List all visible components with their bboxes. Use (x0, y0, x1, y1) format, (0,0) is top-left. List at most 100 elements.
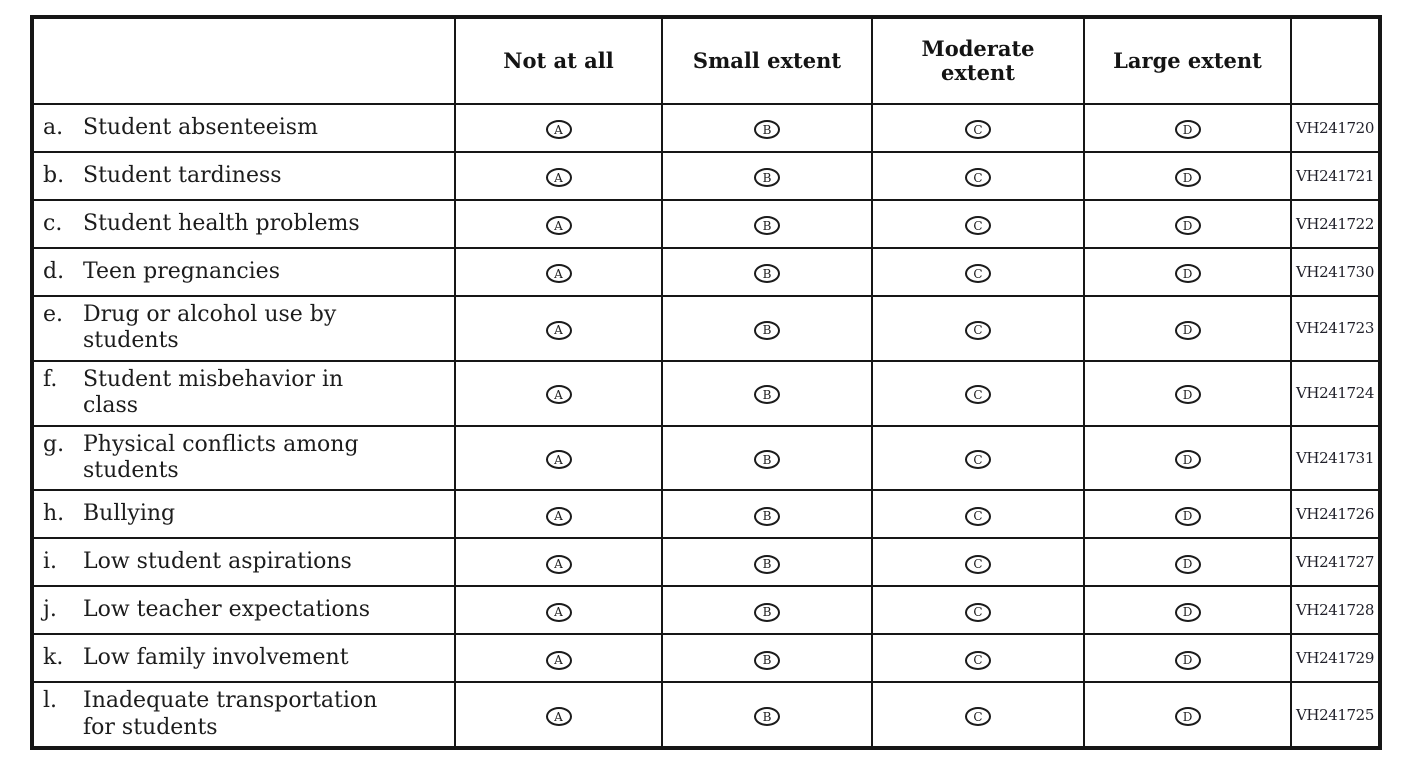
option-bubble-C[interactable]: C (965, 650, 991, 670)
option-bubble-A[interactable]: A (545, 707, 572, 727)
option-bubble-C[interactable]: C (965, 120, 991, 140)
option-cell-A: A (454, 633, 663, 684)
option-bubble-B[interactable]: B (754, 506, 780, 526)
option-bubble-D[interactable]: D (1174, 385, 1201, 405)
option-bubble-D[interactable]: D (1174, 707, 1201, 727)
option-bubble-C[interactable]: C (965, 707, 991, 727)
item-code: VH241722 (1290, 199, 1381, 249)
item-code: VH241721 (1290, 151, 1381, 201)
item-cell: j. Low teacher expectations (31, 585, 456, 636)
item-code: VH241729 (1290, 633, 1381, 684)
option-bubble-A[interactable]: A (545, 650, 572, 670)
option-cell-C: C (871, 151, 1085, 201)
option-bubble-A[interactable]: A (545, 168, 572, 188)
option-cell-D: D (1083, 359, 1292, 427)
option-bubble-A[interactable]: A (545, 506, 572, 526)
option-bubble-B[interactable]: B (754, 320, 780, 340)
option-cell-D: D (1083, 585, 1292, 636)
option-bubble-A[interactable]: A (545, 554, 572, 574)
option-bubble-C[interactable]: C (965, 385, 991, 405)
option-cell-B: B (661, 295, 873, 362)
item-cell: i. Low student aspirations (31, 537, 456, 588)
item-code: VH241720 (1290, 103, 1381, 153)
option-cell-A: A (454, 585, 663, 636)
option-bubble-D[interactable]: D (1174, 320, 1201, 340)
option-bubble-D[interactable]: D (1174, 216, 1201, 236)
option-bubble-D[interactable]: D (1174, 602, 1201, 622)
option-bubble-D[interactable]: D (1174, 506, 1201, 526)
option-bubble-D[interactable]: D (1174, 168, 1201, 188)
option-cell-C: C (871, 247, 1085, 297)
item-label: Student absenteeism (83, 114, 318, 140)
item-letter: f. (43, 366, 58, 392)
item-cell: l. Inadequate transportation for students (31, 681, 456, 750)
item-code: VH241731 (1290, 424, 1381, 492)
option-bubble-A[interactable]: A (545, 264, 572, 284)
table-row-g: g. Physical conflicts among students A B C D… (31, 424, 1381, 492)
option-bubble-C[interactable]: C (965, 554, 991, 574)
option-cell-A: A (454, 151, 663, 201)
option-bubble-B[interactable]: B (754, 554, 780, 574)
option-bubble-D[interactable]: D (1174, 450, 1201, 470)
option-bubble-C[interactable]: C (965, 602, 991, 622)
option-bubble-B[interactable]: B (754, 120, 780, 140)
option-cell-A: A (454, 359, 663, 427)
option-cell-A: A (454, 295, 663, 362)
option-bubble-B[interactable]: B (754, 385, 780, 405)
option-bubble-C[interactable]: C (965, 450, 991, 470)
option-cell-B: B (661, 199, 873, 249)
header-row: Not at all Small extent Moderate extent … (31, 16, 1381, 105)
option-bubble-B[interactable]: B (754, 650, 780, 670)
option-bubble-C[interactable]: C (965, 216, 991, 236)
option-bubble-A[interactable]: A (545, 602, 572, 622)
option-bubble-C[interactable]: C (965, 320, 991, 340)
option-bubble-D[interactable]: D (1174, 264, 1201, 284)
option-bubble-A[interactable]: A (545, 120, 572, 140)
item-code: VH241726 (1290, 489, 1381, 540)
item-code: VH241730 (1290, 247, 1381, 297)
option-bubble-B[interactable]: B (754, 707, 780, 727)
option-bubble-A[interactable]: A (545, 385, 572, 405)
header-large-extent: Large extent (1083, 16, 1292, 105)
option-bubble-C[interactable]: C (965, 506, 991, 526)
item-cell: f. Student misbehavior in class (31, 359, 456, 427)
item-letter: e. (43, 302, 64, 327)
option-bubble-D[interactable]: D (1174, 650, 1201, 670)
item-letter: i. (43, 549, 58, 575)
option-cell-D: D (1083, 295, 1292, 362)
option-cell-D: D (1083, 633, 1292, 684)
item-letter: l. (43, 688, 58, 714)
option-cell-B: B (661, 585, 873, 636)
option-bubble-C[interactable]: C (965, 168, 991, 188)
option-bubble-A[interactable]: A (545, 216, 572, 236)
table-row-f: f. Student misbehavior in class A B C D VH241… (31, 359, 1381, 427)
item-cell: d. Teen pregnancies (31, 247, 456, 297)
item-cell: e. Drug or alcohol use by students (31, 295, 456, 362)
option-bubble-B[interactable]: B (754, 450, 780, 470)
option-cell-C: C (871, 585, 1085, 636)
option-bubble-C[interactable]: C (965, 264, 991, 284)
option-bubble-A[interactable]: A (545, 320, 572, 340)
option-bubble-B[interactable]: B (754, 602, 780, 622)
option-cell-A: A (454, 489, 663, 540)
table-row-i: i. Low student aspirations A B C D VH241727 (31, 537, 1381, 588)
header-moderate-extent: Moderate extent (871, 16, 1085, 105)
survey-table: Not at all Small extent Moderate extent … (30, 15, 1382, 751)
option-bubble-D[interactable]: D (1174, 554, 1201, 574)
table-row-b: b. Student tardiness A B C D VH241721 (31, 151, 1381, 201)
item-label: Physical conflicts among students (83, 431, 359, 483)
option-bubble-B[interactable]: B (754, 168, 780, 188)
option-cell-B: B (661, 359, 873, 427)
item-letter: h. (43, 501, 65, 527)
option-bubble-B[interactable]: B (754, 216, 780, 236)
option-cell-C: C (871, 489, 1085, 540)
option-cell-B: B (661, 424, 873, 492)
option-cell-C: C (871, 359, 1085, 427)
item-label: Low teacher expectations (83, 597, 371, 623)
option-bubble-A[interactable]: A (545, 450, 572, 470)
option-bubble-B[interactable]: B (754, 264, 780, 284)
option-cell-D: D (1083, 103, 1292, 153)
option-cell-A: A (454, 103, 663, 153)
item-label: Bullying (83, 501, 176, 527)
option-bubble-D[interactable]: D (1174, 120, 1201, 140)
